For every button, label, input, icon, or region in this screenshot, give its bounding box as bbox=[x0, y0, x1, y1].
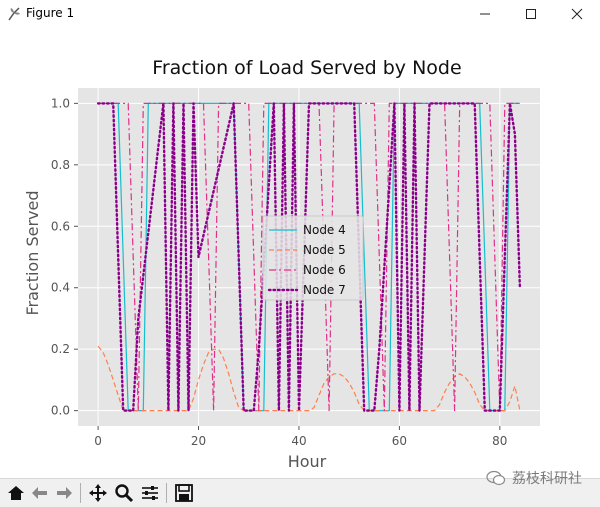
back-button[interactable] bbox=[28, 481, 52, 505]
legend-label: Node 6 bbox=[303, 263, 346, 277]
x-tick-label: 60 bbox=[392, 434, 407, 448]
save-icon bbox=[175, 484, 193, 502]
watermark: 荔枝科研社 bbox=[486, 468, 582, 488]
y-tick-label: 0.0 bbox=[51, 404, 70, 418]
forward-button[interactable] bbox=[52, 481, 76, 505]
legend-box bbox=[262, 215, 364, 301]
home-button[interactable] bbox=[4, 481, 28, 505]
save-button[interactable] bbox=[172, 481, 196, 505]
app-feather-icon bbox=[8, 7, 20, 21]
axis-ticks: 0 20 40 60 80 0.0 0.2 0.4 0.6 0.8 1.0 bbox=[51, 96, 508, 448]
x-tick-label: 20 bbox=[191, 434, 206, 448]
close-icon bbox=[571, 8, 583, 20]
y-tick-label: 0.6 bbox=[51, 219, 70, 233]
x-axis-label: Hour bbox=[288, 452, 327, 471]
maximize-icon bbox=[526, 9, 536, 19]
y-tick-label: 0.4 bbox=[51, 281, 70, 295]
window-titlebar[interactable]: Figure 1 bbox=[0, 0, 600, 28]
window-title: Figure 1 bbox=[26, 6, 75, 20]
chart-title: Fraction of Load Served by Node bbox=[152, 57, 461, 79]
legend-label: Node 5 bbox=[303, 243, 346, 257]
pan-button[interactable] bbox=[86, 481, 110, 505]
forward-icon bbox=[57, 487, 72, 499]
y-tick-label: 0.8 bbox=[51, 158, 70, 172]
toolbar-separator bbox=[166, 483, 167, 503]
x-tick-label: 0 bbox=[94, 434, 102, 448]
configure-subplots-icon bbox=[142, 486, 158, 500]
pan-icon bbox=[89, 484, 107, 502]
minimize-icon bbox=[480, 13, 490, 15]
home-icon bbox=[8, 486, 24, 500]
toolbar-separator bbox=[80, 483, 81, 503]
legend-label: Node 7 bbox=[303, 283, 346, 297]
legend: Node 4 Node 5 Node 6 Node 7 bbox=[262, 215, 364, 301]
close-button[interactable] bbox=[554, 0, 600, 28]
minimize-button[interactable] bbox=[462, 0, 508, 28]
maximize-button[interactable] bbox=[508, 0, 554, 28]
watermark-text: 荔枝科研社 bbox=[512, 471, 582, 487]
line-chart: 0 20 40 60 80 0.0 0.2 0.4 0.6 0.8 1.0 Fraction of … bbox=[23, 57, 540, 471]
legend-label: Node 4 bbox=[303, 223, 346, 237]
y-tick-label: 0.2 bbox=[51, 342, 70, 356]
wechat-icon bbox=[486, 470, 506, 486]
y-axis-label: Fraction Served bbox=[23, 191, 42, 316]
zoom-icon bbox=[115, 484, 134, 503]
y-tick-label: 1.0 bbox=[51, 96, 70, 110]
zoom-button[interactable] bbox=[112, 481, 136, 505]
figure-canvas[interactable]: 0 20 40 60 80 0.0 0.2 0.4 0.6 0.8 1.0 Fraction of … bbox=[0, 28, 600, 478]
series-layer bbox=[96, 102, 522, 412]
x-tick-label: 40 bbox=[291, 434, 306, 448]
series-line-7 bbox=[96, 102, 522, 412]
back-icon bbox=[32, 487, 47, 499]
x-tick-label: 80 bbox=[492, 434, 507, 448]
configure-subplots-button[interactable] bbox=[138, 481, 162, 505]
